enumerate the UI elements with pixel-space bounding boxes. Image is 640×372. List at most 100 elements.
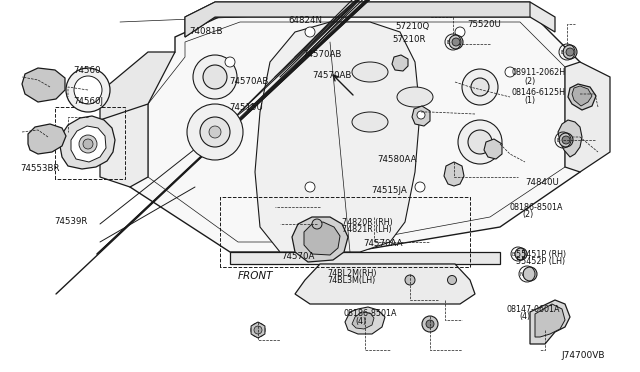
Text: 74560J: 74560J — [74, 97, 104, 106]
Text: 74570AB: 74570AB — [312, 71, 352, 80]
Polygon shape — [484, 139, 502, 159]
Polygon shape — [444, 162, 464, 186]
Text: 74553BR: 74553BR — [20, 164, 60, 173]
Polygon shape — [572, 86, 592, 106]
Circle shape — [200, 117, 230, 147]
Circle shape — [449, 35, 463, 49]
Polygon shape — [568, 84, 596, 110]
Text: 55451P (RH): 55451P (RH) — [516, 250, 566, 259]
Text: (2): (2) — [525, 77, 536, 86]
Polygon shape — [100, 52, 175, 120]
Polygon shape — [130, 12, 580, 252]
Text: 64824N: 64824N — [288, 16, 322, 25]
Polygon shape — [352, 312, 374, 329]
Text: B: B — [446, 39, 450, 45]
Text: 74515JA: 74515JA — [371, 186, 407, 195]
Text: 08911-2062H: 08911-2062H — [512, 68, 566, 77]
Circle shape — [563, 45, 577, 59]
Text: J74700VB: J74700VB — [562, 351, 605, 360]
Polygon shape — [185, 2, 530, 37]
Circle shape — [251, 323, 265, 337]
Circle shape — [562, 136, 570, 144]
Polygon shape — [255, 22, 420, 252]
Text: 74570AA: 74570AA — [364, 239, 403, 248]
Text: 74820R (RH): 74820R (RH) — [342, 218, 392, 227]
Circle shape — [305, 182, 315, 192]
Text: 08186-8501A: 08186-8501A — [344, 310, 397, 318]
Text: 74570AB: 74570AB — [229, 77, 269, 86]
Circle shape — [225, 57, 235, 67]
Text: B: B — [556, 138, 560, 142]
Circle shape — [455, 27, 465, 37]
Polygon shape — [22, 68, 65, 102]
Polygon shape — [60, 116, 115, 169]
Polygon shape — [185, 2, 555, 37]
Text: FRONT: FRONT — [238, 271, 273, 281]
Text: 74580AA: 74580AA — [378, 155, 417, 164]
Circle shape — [415, 182, 425, 192]
Text: 74821R (LH): 74821R (LH) — [342, 225, 392, 234]
Polygon shape — [304, 222, 340, 255]
Circle shape — [79, 135, 97, 153]
Text: 08146-6125H: 08146-6125H — [512, 88, 566, 97]
Polygon shape — [71, 126, 106, 162]
Text: 74570A: 74570A — [282, 252, 315, 261]
Polygon shape — [392, 55, 408, 71]
Text: 74560: 74560 — [74, 66, 101, 75]
Circle shape — [405, 275, 415, 285]
Circle shape — [471, 78, 489, 96]
Text: 74570AB: 74570AB — [302, 50, 342, 59]
Text: (4): (4) — [520, 312, 531, 321]
Circle shape — [305, 27, 315, 37]
Circle shape — [559, 133, 573, 147]
Circle shape — [505, 67, 515, 77]
Circle shape — [255, 327, 262, 334]
Polygon shape — [412, 106, 430, 126]
Polygon shape — [345, 307, 385, 334]
Text: N: N — [520, 272, 524, 276]
Text: 08147-0601A: 08147-0601A — [507, 305, 561, 314]
Ellipse shape — [352, 62, 388, 82]
Text: 75520U: 75520U — [467, 20, 501, 29]
Circle shape — [426, 320, 434, 328]
Circle shape — [83, 139, 93, 149]
Polygon shape — [28, 124, 66, 154]
Polygon shape — [558, 120, 582, 157]
Text: 74840U: 74840U — [525, 178, 559, 187]
Circle shape — [447, 276, 456, 285]
Circle shape — [523, 267, 537, 281]
Text: 74BL3M(LH): 74BL3M(LH) — [328, 276, 376, 285]
Ellipse shape — [397, 87, 433, 107]
Circle shape — [66, 68, 110, 112]
Text: 08186-8501A: 08186-8501A — [509, 203, 563, 212]
Circle shape — [468, 130, 492, 154]
Circle shape — [452, 38, 460, 46]
Text: 57210R: 57210R — [392, 35, 426, 44]
Circle shape — [462, 69, 498, 105]
Circle shape — [74, 76, 102, 104]
Text: 57210Q: 57210Q — [396, 22, 430, 31]
Text: (1): (1) — [525, 96, 536, 105]
Circle shape — [566, 48, 574, 56]
Polygon shape — [295, 264, 475, 304]
Circle shape — [422, 316, 438, 332]
Text: 74081B: 74081B — [189, 27, 222, 36]
Circle shape — [203, 65, 227, 89]
Text: B: B — [511, 251, 515, 257]
Circle shape — [417, 111, 425, 119]
Text: B: B — [560, 49, 564, 55]
Circle shape — [312, 219, 322, 229]
Text: (4): (4) — [356, 317, 367, 326]
Polygon shape — [292, 217, 348, 262]
Polygon shape — [230, 252, 500, 264]
Polygon shape — [530, 300, 570, 344]
Polygon shape — [535, 304, 565, 337]
Text: 74515U: 74515U — [229, 103, 263, 112]
Circle shape — [187, 104, 243, 160]
Circle shape — [254, 326, 262, 334]
Circle shape — [515, 248, 527, 260]
Ellipse shape — [352, 112, 388, 132]
Polygon shape — [565, 62, 610, 172]
Circle shape — [193, 55, 237, 99]
Text: 74BL2M(RH): 74BL2M(RH) — [328, 269, 377, 278]
